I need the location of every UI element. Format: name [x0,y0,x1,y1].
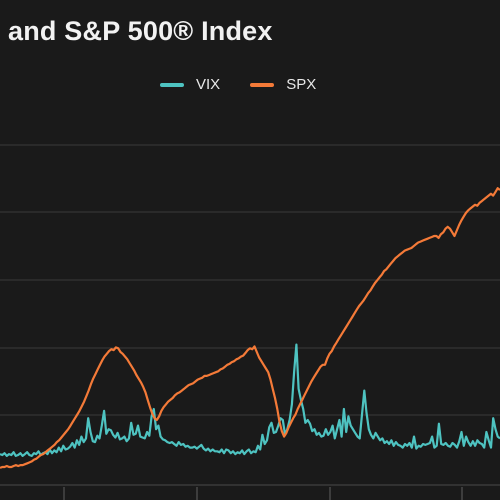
legend-label-spx: SPX [286,76,317,93]
legend-swatch-spx [250,82,275,87]
legend-label-vix: VIX [196,76,221,93]
legend-item-vix[interactable]: VIX [160,76,220,93]
grid-lines [0,144,500,416]
series-line-vix [0,343,500,457]
legend-swatch-vix [160,82,184,87]
chart-legend: VIX SPX [160,76,346,93]
series-line-spx [0,187,500,469]
chart-title: and S&P 500® Index [8,16,273,46]
x-axis [0,484,500,500]
legend-item-spx[interactable]: SPX [250,76,316,93]
series-lines [0,187,500,469]
